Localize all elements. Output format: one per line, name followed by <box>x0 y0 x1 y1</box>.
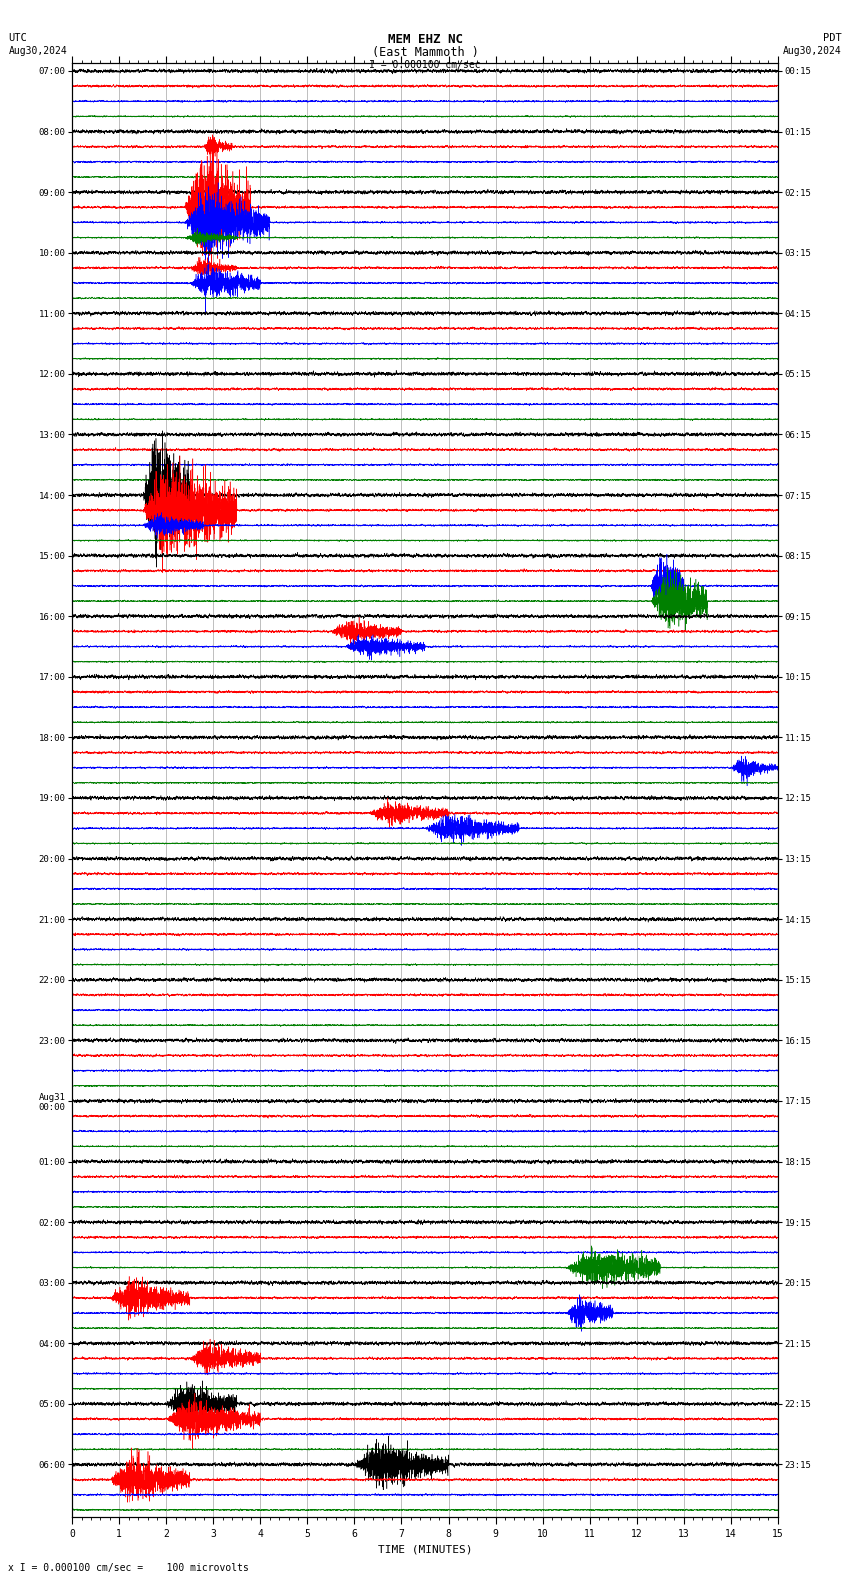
Text: MEM EHZ NC: MEM EHZ NC <box>388 33 462 46</box>
X-axis label: TIME (MINUTES): TIME (MINUTES) <box>377 1544 473 1555</box>
Text: Aug30,2024: Aug30,2024 <box>8 46 67 55</box>
Text: (East Mammoth ): (East Mammoth ) <box>371 46 479 59</box>
Text: PDT: PDT <box>823 33 842 43</box>
Text: UTC: UTC <box>8 33 27 43</box>
Text: I = 0.000100 cm/sec: I = 0.000100 cm/sec <box>369 60 481 70</box>
Text: x I = 0.000100 cm/sec =    100 microvolts: x I = 0.000100 cm/sec = 100 microvolts <box>8 1563 249 1573</box>
Text: Aug30,2024: Aug30,2024 <box>783 46 842 55</box>
